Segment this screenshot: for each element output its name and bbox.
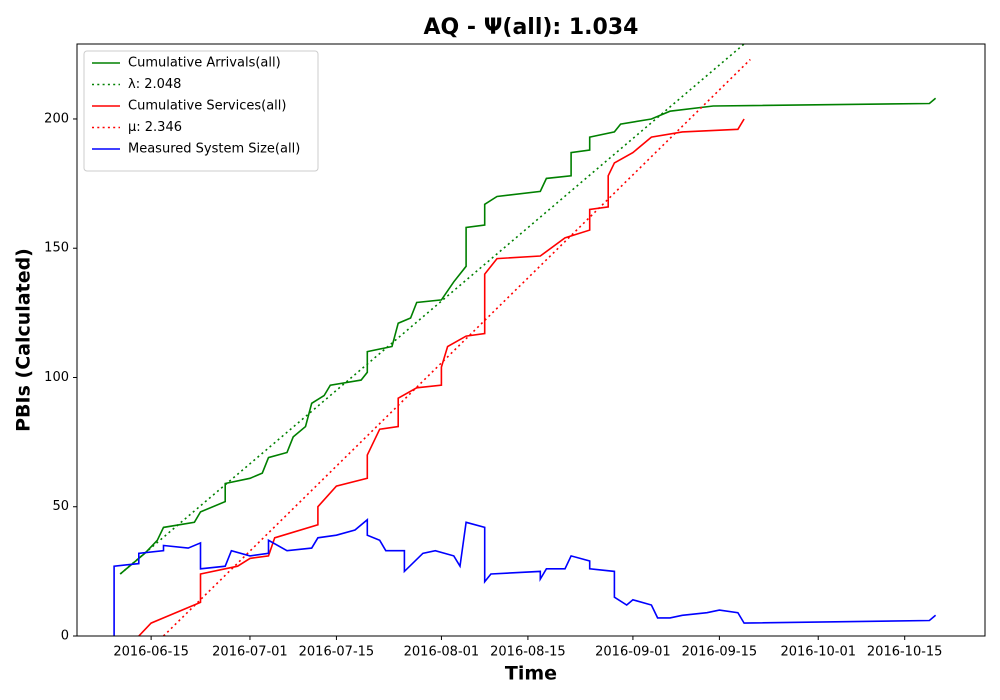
x-tick-label: 2016-10-01 bbox=[780, 645, 856, 660]
x-tick-label: 2016-08-15 bbox=[490, 645, 566, 660]
x-tick-label: 2016-08-01 bbox=[404, 645, 480, 660]
x-tick-label: 2016-10-15 bbox=[867, 645, 943, 660]
y-tick-label: 0 bbox=[61, 629, 69, 644]
y-tick-label: 100 bbox=[44, 370, 69, 385]
series-line bbox=[113, 517, 937, 636]
x-tick-label: 2016-09-15 bbox=[682, 645, 758, 660]
plot-lines bbox=[113, 44, 937, 636]
plot-frame bbox=[76, 43, 986, 637]
y-tick-label: 200 bbox=[44, 111, 69, 126]
series-line bbox=[119, 97, 937, 575]
x-tick-label: 2016-06-15 bbox=[113, 645, 189, 660]
series-line bbox=[138, 118, 745, 636]
x-tick-label: 2016-07-01 bbox=[212, 645, 288, 660]
y-tick-label: 50 bbox=[52, 499, 69, 514]
x-tick-label: 2016-07-15 bbox=[299, 645, 375, 660]
legend-label: Measured System Size(all) bbox=[128, 142, 300, 157]
series-line bbox=[162, 58, 751, 636]
legend-box bbox=[83, 50, 319, 172]
series-line bbox=[119, 44, 745, 575]
legend-label: λ: 2.048 bbox=[128, 77, 181, 92]
y-tick-label: 150 bbox=[44, 241, 69, 256]
y-axis-label: PBIs (Calculated) bbox=[13, 248, 35, 432]
chart-title: AQ - Ψ(all): 1.034 bbox=[424, 15, 639, 40]
legend-label: Cumulative Services(all) bbox=[128, 99, 286, 114]
legend-label: μ: 2.346 bbox=[128, 120, 182, 135]
x-tick-label: 2016-09-01 bbox=[595, 645, 671, 660]
legend-label: Cumulative Arrivals(all) bbox=[128, 56, 281, 71]
x-axis-label: Time bbox=[505, 663, 557, 685]
